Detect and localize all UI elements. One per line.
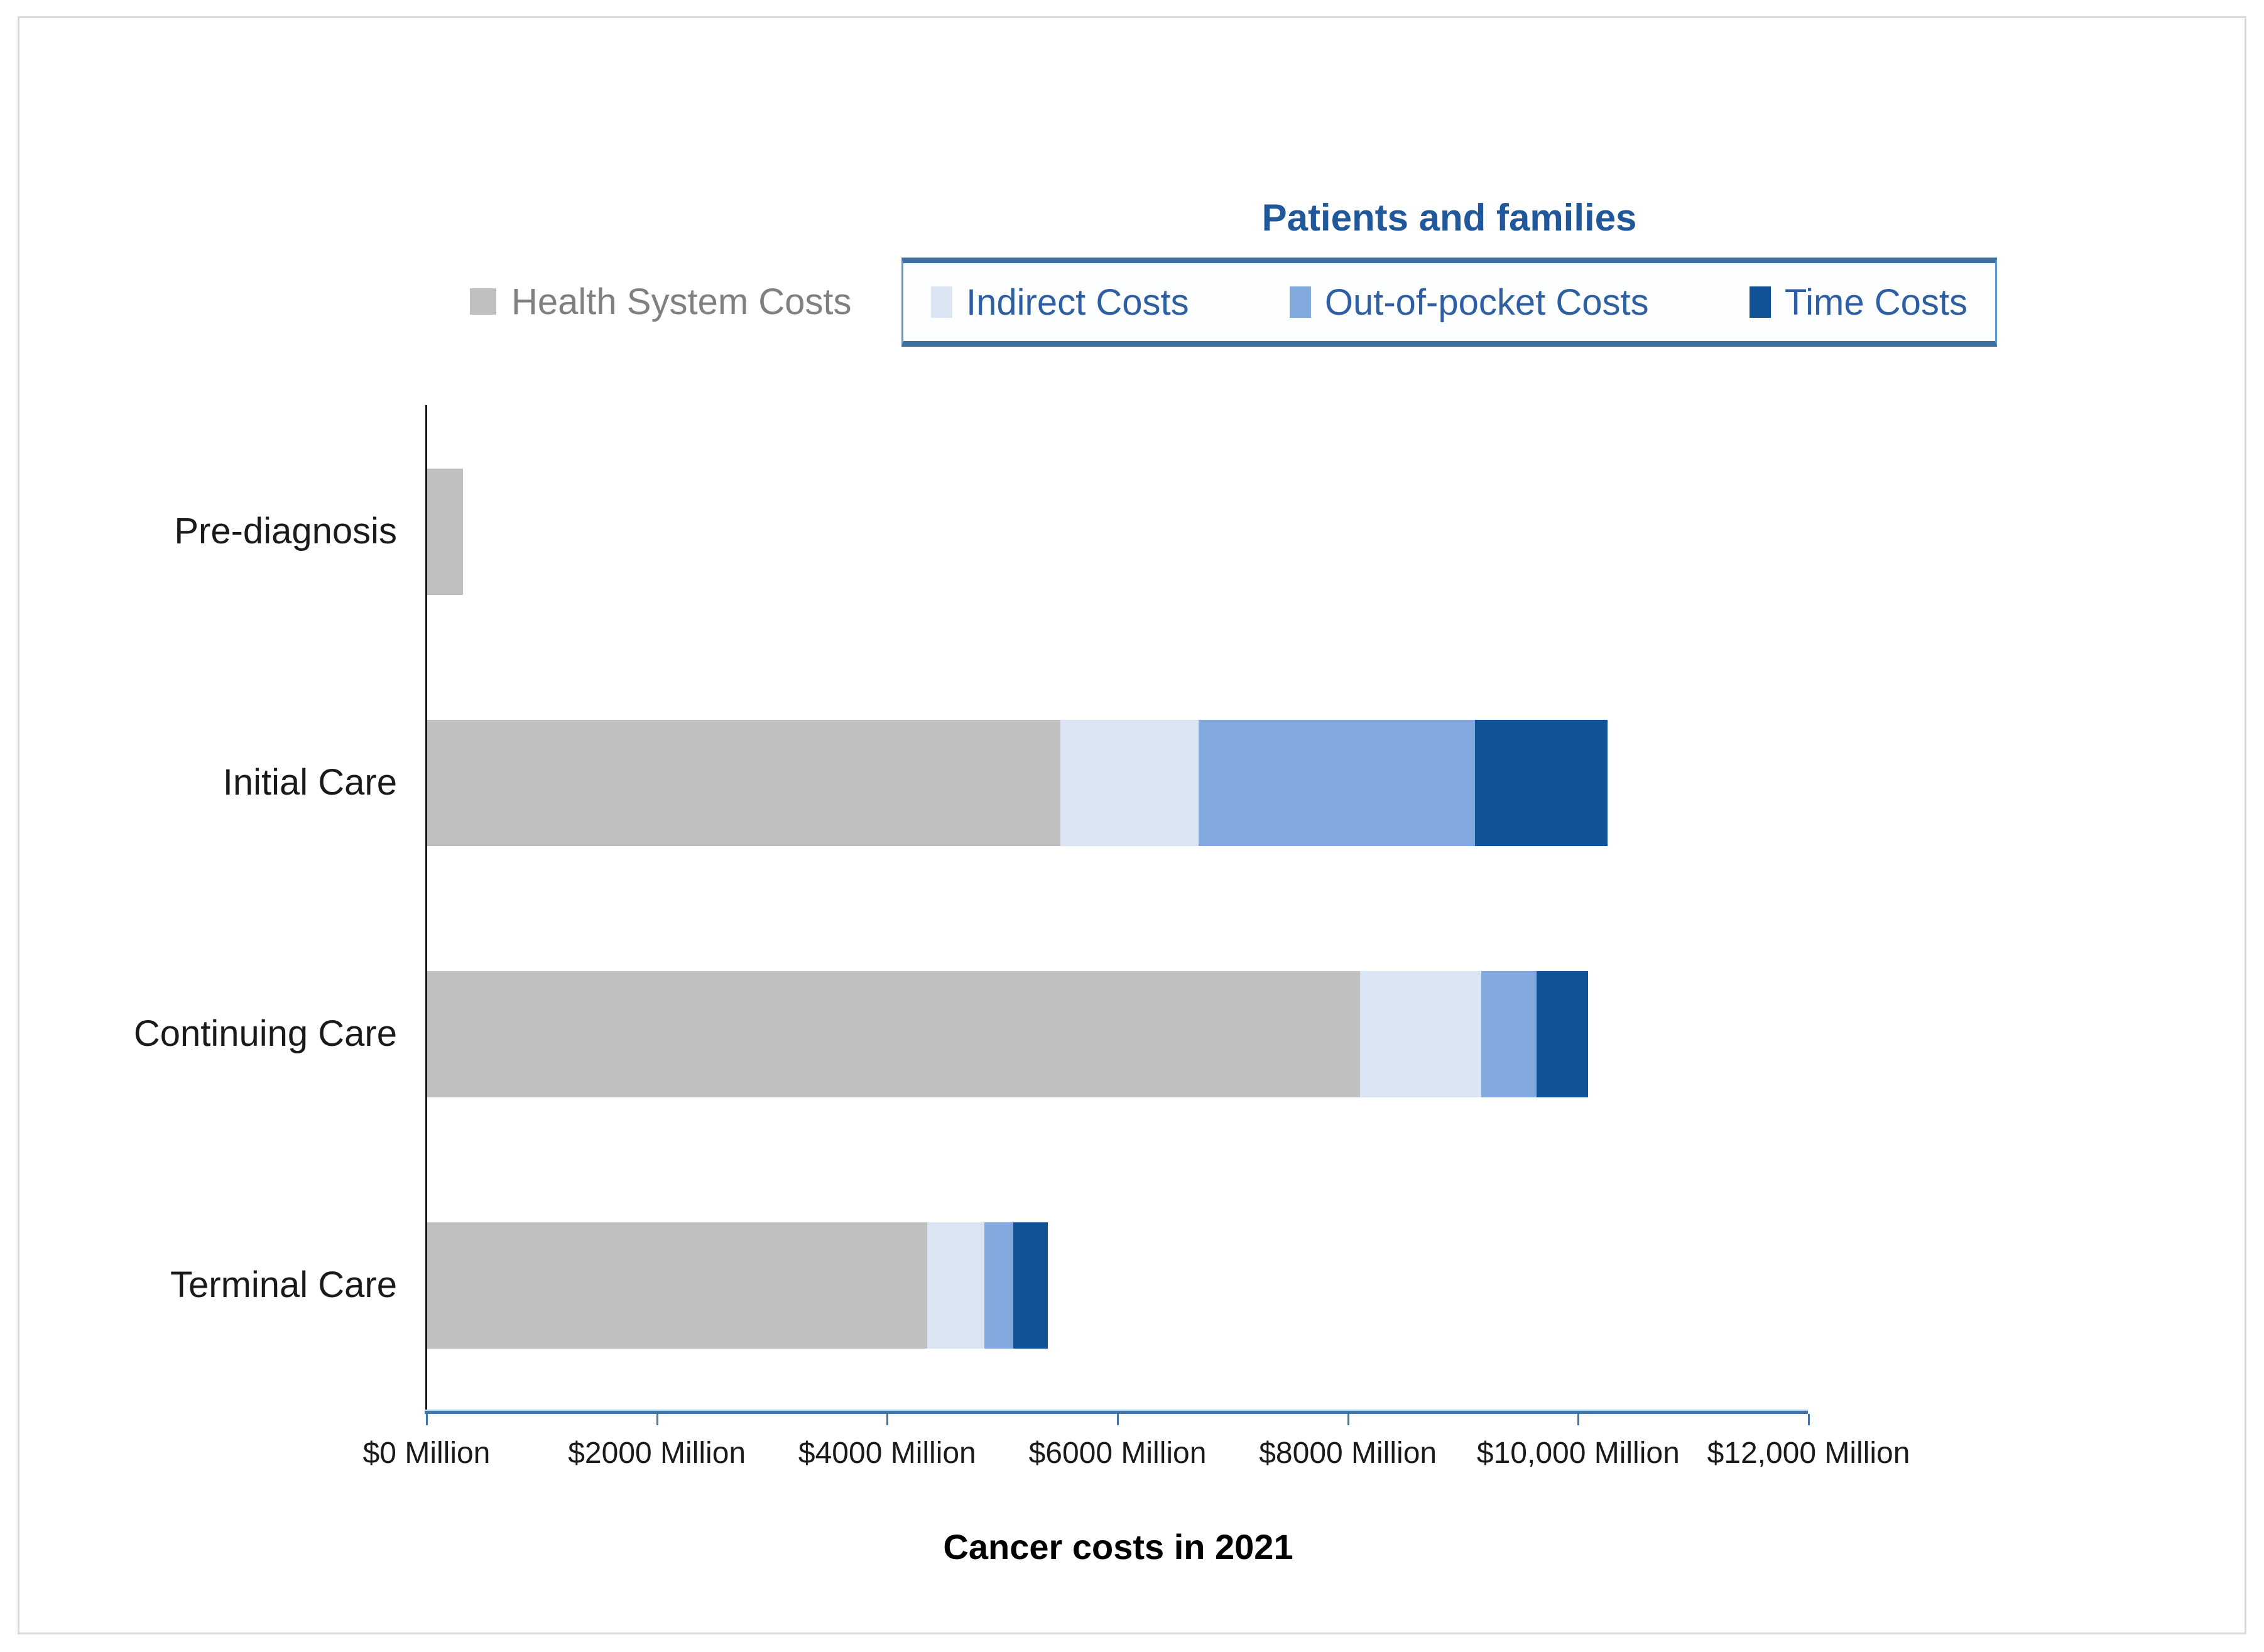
bar-segment [427, 1222, 927, 1349]
x-axis-tick-label: $12,000 Million [1707, 1437, 1910, 1470]
x-axis-tick [886, 1414, 889, 1425]
x-axis-tick [1808, 1414, 1810, 1425]
x-axis-tick [656, 1414, 658, 1425]
x-axis-tick-label: $10,000 Million [1476, 1437, 1680, 1470]
bar-segment [1199, 719, 1476, 846]
bar-segment [1060, 719, 1199, 846]
category-label: Continuing Care [133, 1013, 397, 1054]
legend-swatch-health-system-costs [470, 288, 496, 315]
category-label: Pre-diagnosis [174, 511, 397, 552]
bar-segment [427, 970, 1360, 1097]
bar-row-terminal-care [427, 1222, 1048, 1349]
y-axis-line [425, 405, 427, 1413]
x-axis-tick [1117, 1414, 1119, 1425]
legend-item-indirect-costs: Indirect Costs [931, 281, 1189, 323]
legend-swatch-out-of-pocket-costs [1289, 286, 1311, 318]
bar-segment [1536, 970, 1588, 1097]
legend-label-time-costs: Time Costs [1784, 281, 1967, 323]
bar-row-initial-care [427, 719, 1608, 846]
legend-label-out-of-pocket-costs: Out-of-pocket Costs [1324, 281, 1649, 323]
bar-row-pre-diagnosis [427, 468, 463, 595]
bar-segment [1013, 1222, 1048, 1349]
x-axis-tick-label: $2000 Million [568, 1437, 746, 1470]
legend-label-health-system-costs: Health System Costs [511, 281, 852, 322]
legend-item-out-of-pocket-costs: Out-of-pocket Costs [1289, 281, 1649, 323]
chart-title: Cancer costs in 2021 [943, 1527, 1293, 1567]
bar-segment [427, 719, 1061, 846]
bar-segment [927, 1222, 985, 1349]
bar-segment [427, 468, 463, 595]
x-axis-tick-label: $4000 Million [798, 1437, 976, 1470]
bar-segment [1475, 719, 1608, 846]
legend-item-time-costs: Time Costs [1749, 281, 1967, 323]
x-axis-line [425, 1410, 1808, 1414]
bar-segment [984, 1222, 1014, 1349]
x-axis-tick [426, 1414, 428, 1425]
legend-item-health-system-costs: Health System Costs [470, 279, 852, 324]
bar-row-continuing-care [427, 970, 1588, 1097]
bar-segment [1481, 970, 1537, 1097]
bar-segment [1360, 970, 1481, 1097]
legend-swatch-indirect-costs [931, 286, 952, 318]
x-axis-tick-label: $0 Million [362, 1437, 491, 1470]
category-label: Initial Care [222, 762, 397, 803]
x-axis-tick [1347, 1414, 1349, 1425]
patients-and-families-legend-box: Indirect Costs Out-of-pocket Costs Time … [901, 258, 1997, 347]
legend-group-title: Patients and families [1261, 197, 1637, 239]
legend-label-indirect-costs: Indirect Costs [966, 281, 1189, 323]
legend-swatch-time-costs [1749, 286, 1771, 318]
x-axis-tick-label: $6000 Million [1028, 1437, 1207, 1470]
x-axis-tick [1577, 1414, 1580, 1425]
category-label: Terminal Care [170, 1264, 397, 1305]
x-axis-tick-label: $8000 Million [1259, 1437, 1437, 1470]
